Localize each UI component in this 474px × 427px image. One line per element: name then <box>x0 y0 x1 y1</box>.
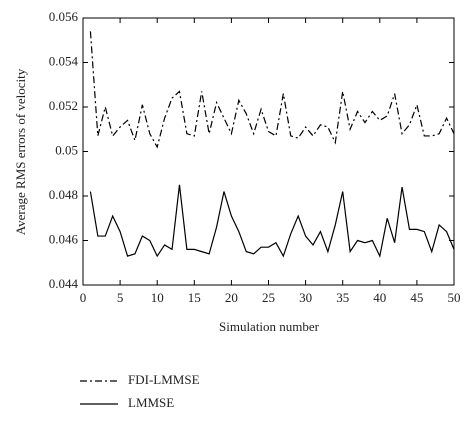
x-tick-label: 5 <box>117 290 124 305</box>
legend-label: FDI-LMMSE <box>128 372 200 387</box>
y-axis-label: Average RMS errors of velocity <box>13 68 28 235</box>
y-tick-label: 0.054 <box>49 53 79 68</box>
x-tick-label: 25 <box>262 290 275 305</box>
series-line <box>89 31 455 149</box>
legend-label: LMMSE <box>128 395 174 410</box>
y-tick-label: 0.044 <box>49 276 79 291</box>
y-tick-label: 0.05 <box>55 142 78 157</box>
x-tick-label: 35 <box>336 290 349 305</box>
y-tick-label: 0.052 <box>49 98 78 113</box>
y-tick-label: 0.056 <box>49 9 79 24</box>
x-tick-label: 50 <box>448 290 461 305</box>
x-tick-label: 15 <box>188 290 201 305</box>
x-tick-label: 10 <box>151 290 164 305</box>
x-tick-label: 0 <box>80 290 87 305</box>
y-tick-label: 0.048 <box>49 187 78 202</box>
x-tick-label: 30 <box>299 290 312 305</box>
series-line <box>89 184 455 258</box>
x-axis-label: Simulation number <box>219 319 320 334</box>
x-tick-label: 20 <box>225 290 238 305</box>
x-tick-label: 40 <box>373 290 386 305</box>
x-tick-label: 45 <box>410 290 423 305</box>
y-tick-label: 0.046 <box>49 231 79 246</box>
